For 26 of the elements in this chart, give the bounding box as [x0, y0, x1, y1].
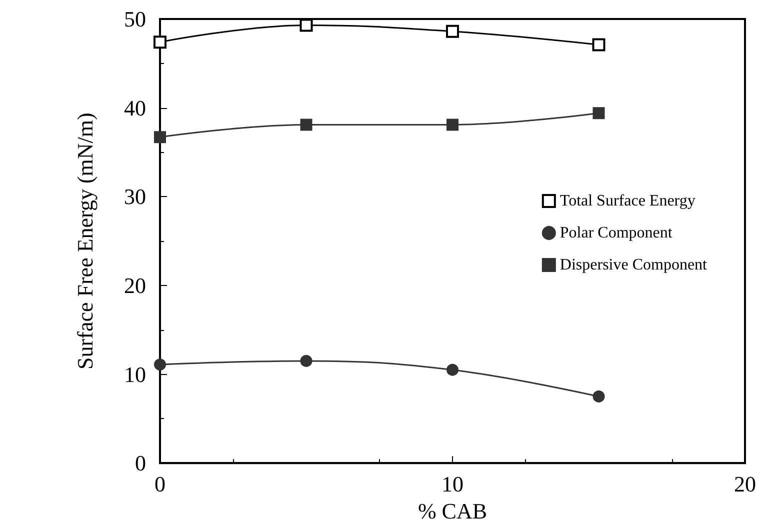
point	[592, 107, 605, 120]
x-tick-label: 0	[154, 472, 166, 497]
point	[300, 18, 313, 32]
y-tick-label: 20	[124, 272, 146, 298]
x-axis-title: % CAB	[418, 498, 488, 524]
point	[592, 38, 606, 52]
y-tick-label: 30	[124, 184, 146, 210]
legend-label: Total Surface Energy	[560, 192, 696, 210]
point	[592, 390, 605, 402]
legend-label: Dispersive Component	[560, 256, 708, 274]
point	[154, 358, 166, 371]
point	[446, 364, 458, 376]
y-tick-label: 40	[124, 95, 146, 120]
y-tick-label: 0	[135, 450, 146, 476]
point	[446, 24, 459, 38]
point	[446, 118, 458, 131]
legend-label: Polar Component	[560, 224, 673, 242]
point	[154, 36, 166, 49]
x-tick-label: 10	[442, 472, 464, 497]
point	[300, 354, 312, 367]
point	[154, 131, 166, 144]
y-axis-title: Surface Free Energy (mN/m)	[72, 112, 98, 370]
x-tick-label: 20	[734, 472, 756, 497]
y-tick-label: 10	[124, 362, 146, 387]
point	[300, 118, 312, 131]
y-tick-label: 50	[124, 6, 146, 32]
